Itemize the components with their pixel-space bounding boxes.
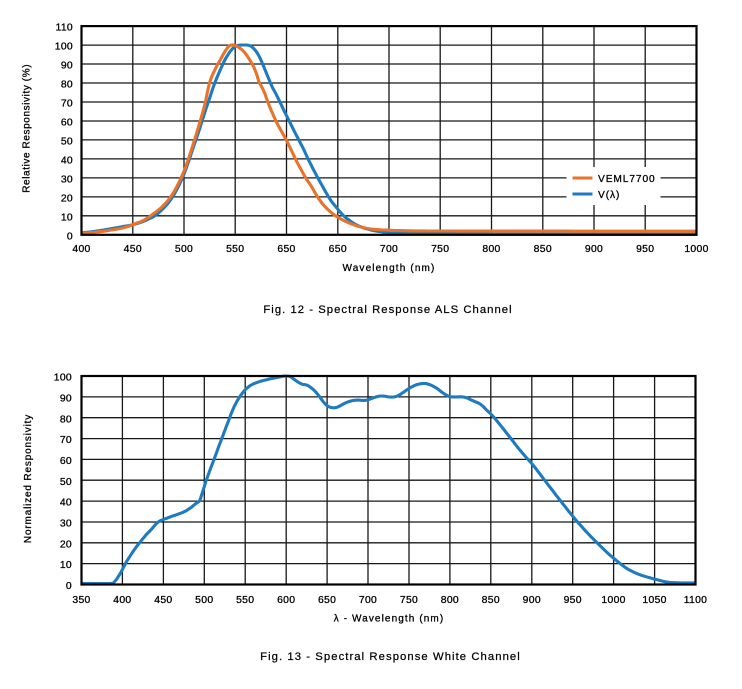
svg-text:1050: 1050 xyxy=(642,595,666,606)
svg-text:550: 550 xyxy=(226,244,244,255)
svg-text:50: 50 xyxy=(61,137,73,148)
svg-text:40: 40 xyxy=(60,498,72,509)
svg-text:20: 20 xyxy=(61,194,73,205)
svg-text:60: 60 xyxy=(61,118,73,129)
svg-text:20: 20 xyxy=(60,539,72,550)
svg-text:10: 10 xyxy=(61,212,73,223)
svg-text:750: 750 xyxy=(431,244,449,255)
svg-text:650: 650 xyxy=(329,244,347,255)
svg-text:750: 750 xyxy=(400,595,418,606)
svg-text:0: 0 xyxy=(66,581,72,592)
svg-text:850: 850 xyxy=(534,244,552,255)
svg-text:650: 650 xyxy=(318,595,336,606)
svg-text:600: 600 xyxy=(277,595,295,606)
svg-text:950: 950 xyxy=(636,244,654,255)
svg-text:700: 700 xyxy=(380,244,398,255)
svg-text:80: 80 xyxy=(60,414,72,425)
svg-text:110: 110 xyxy=(56,23,73,34)
svg-text:λ - Wavelength (nm): λ - Wavelength (nm) xyxy=(334,613,445,624)
svg-text:400: 400 xyxy=(72,244,90,255)
svg-text:800: 800 xyxy=(441,595,459,606)
svg-text:350: 350 xyxy=(72,595,90,606)
svg-text:Fig. 13 - Spectral Response Wh: Fig. 13 - Spectral Response White Channe… xyxy=(260,651,521,663)
svg-text:30: 30 xyxy=(60,519,72,530)
svg-text:100: 100 xyxy=(54,373,72,384)
svg-text:30: 30 xyxy=(61,175,73,186)
svg-text:450: 450 xyxy=(124,244,142,255)
svg-text:950: 950 xyxy=(564,595,582,606)
svg-text:0: 0 xyxy=(67,231,73,242)
svg-text:90: 90 xyxy=(61,61,73,72)
svg-text:80: 80 xyxy=(61,80,73,91)
svg-text:50: 50 xyxy=(60,477,72,488)
svg-text:1100: 1100 xyxy=(684,595,708,606)
svg-text:900: 900 xyxy=(523,595,541,606)
svg-text:900: 900 xyxy=(585,244,603,255)
svg-text:800: 800 xyxy=(482,244,500,255)
svg-text:VEML7700: VEML7700 xyxy=(598,174,656,185)
svg-text:550: 550 xyxy=(236,595,254,606)
svg-text:850: 850 xyxy=(482,595,500,606)
svg-text:Normalized Responsivity: Normalized Responsivity xyxy=(23,414,34,543)
svg-text:700: 700 xyxy=(359,595,377,606)
svg-text:60: 60 xyxy=(60,456,72,467)
svg-text:Relative Responsivity (%): Relative Responsivity (%) xyxy=(22,64,33,193)
svg-text:400: 400 xyxy=(113,595,131,606)
svg-text:70: 70 xyxy=(60,435,72,446)
svg-text:Wavelength (nm): Wavelength (nm) xyxy=(342,263,435,274)
svg-text:1000: 1000 xyxy=(601,595,625,606)
svg-text:40: 40 xyxy=(61,156,73,167)
svg-text:500: 500 xyxy=(195,595,213,606)
svg-text:100: 100 xyxy=(55,42,73,53)
svg-text:450: 450 xyxy=(154,595,172,606)
svg-text:650: 650 xyxy=(277,244,295,255)
svg-text:500: 500 xyxy=(175,244,193,255)
svg-text:10: 10 xyxy=(60,560,72,571)
svg-text:70: 70 xyxy=(61,99,73,110)
svg-text:1000: 1000 xyxy=(684,244,708,255)
svg-text:90: 90 xyxy=(60,394,72,405)
svg-text:Fig. 12 - Spectral Response AL: Fig. 12 - Spectral Response ALS Channel xyxy=(263,304,512,316)
svg-text:V(λ): V(λ) xyxy=(598,190,620,201)
